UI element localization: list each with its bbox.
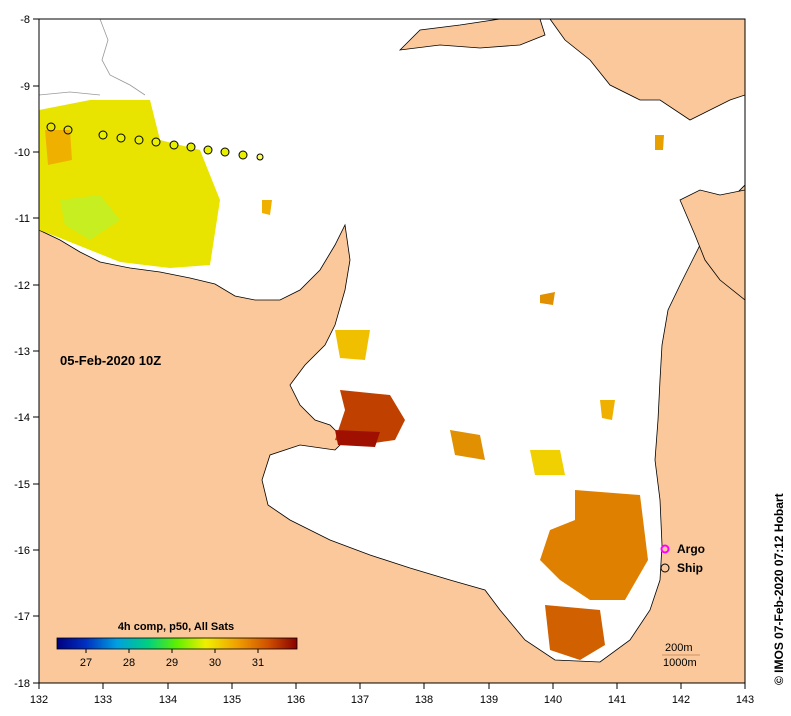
lon-tick-label: 138: [415, 694, 433, 706]
colorbar-tick-label: 27: [80, 657, 92, 669]
lon-tick-label: 134: [159, 694, 177, 706]
credit-text: © IMOS 07-Feb-2020 07:12 Hobart: [772, 493, 786, 685]
lat-tick-label: -14: [14, 412, 30, 424]
ship-marker: [203, 145, 213, 155]
lat-axis: -8 -9 -10 -11 -12 -13 -14 -15 -16 -17 -1…: [14, 14, 39, 690]
colorbar-tick-label: 29: [166, 657, 178, 669]
ship-track: [46, 122, 264, 161]
colorbar-gradient: [56, 637, 298, 650]
ship-marker: [186, 142, 196, 152]
ship-marker: [169, 140, 179, 150]
ship-marker: [238, 150, 248, 160]
argo-icon: [660, 544, 670, 554]
contour-1000m-label: 1000m: [663, 657, 697, 669]
land-new-guinea: [398, 19, 546, 51]
ship-marker: [151, 137, 161, 147]
lat-tick-label: -12: [14, 280, 30, 292]
lon-tick-label: 139: [480, 694, 498, 706]
lon-tick-label: 141: [608, 694, 626, 706]
lat-tick-label: -9: [20, 81, 30, 93]
colorbar-tick-label: 28: [123, 657, 135, 669]
land-cape-york: [549, 19, 745, 121]
ship-marker: [98, 130, 108, 140]
colorbar-title: 4h comp, p50, All Sats: [118, 621, 234, 633]
ship-marker: [46, 122, 56, 132]
legend-ship-label: Ship: [677, 561, 703, 575]
colorbar-tick-label: 30: [209, 657, 221, 669]
lon-tick-label: 140: [544, 694, 562, 706]
lat-tick-label: -17: [14, 611, 30, 623]
lat-tick-label: -10: [14, 147, 30, 159]
ship-marker: [256, 153, 264, 161]
lat-tick-label: -13: [14, 346, 30, 358]
ship-marker: [220, 147, 230, 157]
contour-200m-label: 200m: [665, 642, 693, 654]
legend: Argo Ship: [660, 542, 705, 575]
lon-tick-label: 143: [736, 694, 754, 706]
lon-tick-label: 133: [94, 694, 112, 706]
lon-tick-label: 142: [672, 694, 690, 706]
lat-tick-label: -15: [14, 479, 30, 491]
lon-tick-label: 132: [30, 694, 48, 706]
islands-outline: [39, 19, 146, 96]
lon-tick-label: 135: [223, 694, 241, 706]
colorbar-tick-label: 31: [252, 657, 264, 669]
lon-axis: 132 133 134 135 136 137 138 139 140 141 …: [30, 683, 754, 706]
lon-tick-label: 136: [287, 694, 305, 706]
lon-tick-label: 137: [351, 694, 369, 706]
colorbar: 4h comp, p50, All Sats 27 28 29 30 31: [56, 621, 298, 669]
sst-patches: [39, 100, 664, 660]
lat-tick-label: -18: [14, 678, 30, 690]
date-label: 05-Feb-2020 10Z: [60, 353, 161, 368]
ship-marker: [116, 133, 126, 143]
land-cape-york-2: [679, 189, 745, 301]
legend-argo-label: Argo: [677, 542, 705, 556]
ship-marker: [63, 125, 73, 135]
lat-tick-label: -11: [15, 213, 30, 225]
ship-marker: [134, 135, 144, 145]
ship-icon: [660, 563, 670, 573]
lat-tick-label: -8: [20, 14, 30, 26]
contour-legend: 200m 1000m: [662, 642, 700, 669]
lat-tick-label: -16: [14, 545, 30, 557]
land-arnhem: [39, 184, 745, 683]
